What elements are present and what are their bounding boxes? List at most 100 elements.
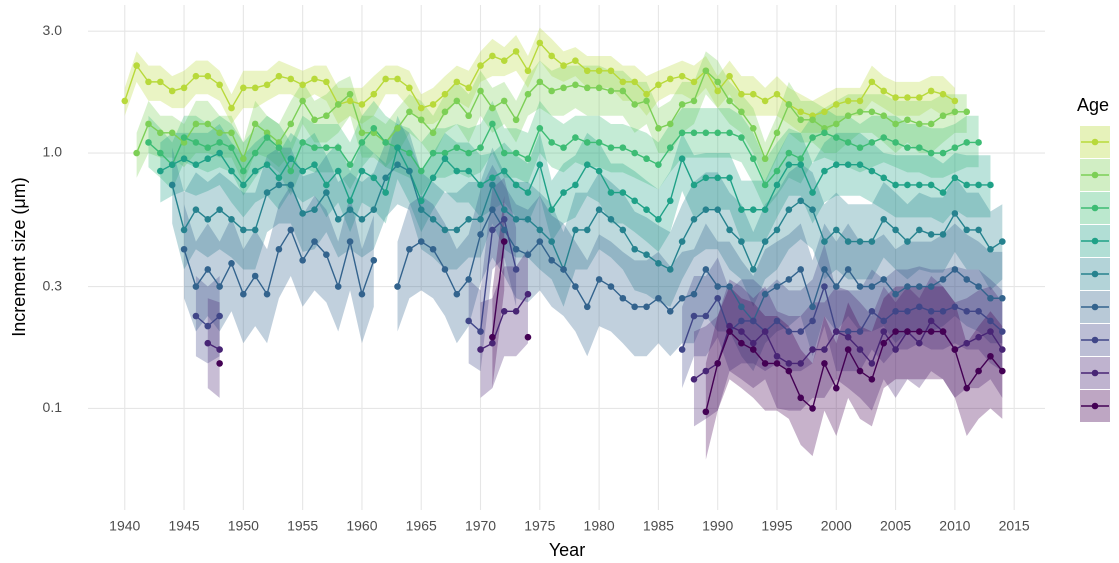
data-point — [975, 139, 982, 146]
data-point — [572, 283, 579, 290]
x-tick-label: 1995 — [761, 518, 792, 534]
data-point — [406, 149, 413, 157]
data-point — [619, 226, 627, 234]
data-point — [370, 257, 378, 264]
series-line — [681, 284, 1003, 350]
data-point — [441, 108, 449, 116]
data-point — [655, 216, 662, 223]
data-point — [441, 266, 449, 273]
data-point — [287, 226, 295, 234]
data-point — [631, 303, 638, 311]
data-point — [619, 78, 627, 86]
data-point — [773, 352, 781, 360]
data-point — [892, 181, 899, 189]
ribbon — [397, 164, 1003, 372]
data-point — [655, 260, 662, 267]
x-tick-label: 1980 — [584, 518, 615, 534]
data-point — [216, 346, 223, 353]
data-point — [607, 216, 615, 223]
data-point — [536, 78, 544, 86]
data-point — [263, 81, 271, 89]
data-point — [299, 210, 306, 217]
data-point — [489, 52, 496, 60]
data-point — [738, 317, 745, 325]
data-point — [856, 346, 864, 353]
data-point — [453, 78, 461, 86]
data-point — [880, 216, 888, 223]
data-point — [821, 283, 828, 290]
x-tick-label: 2010 — [939, 518, 970, 534]
data-point — [809, 134, 816, 141]
data-point — [168, 129, 176, 137]
ribbon — [705, 286, 1003, 460]
data-point — [856, 367, 864, 375]
data-point — [500, 226, 508, 234]
data-point — [951, 108, 959, 116]
data-point — [643, 206, 650, 213]
data-point — [892, 139, 899, 146]
data-point — [489, 120, 496, 128]
legend-key-point — [1091, 270, 1099, 278]
data-point — [204, 339, 212, 347]
data-point — [773, 181, 781, 189]
data-point — [323, 112, 330, 120]
data-point — [275, 144, 283, 151]
data-point — [583, 226, 591, 234]
data-point — [856, 238, 864, 245]
data-point — [512, 149, 520, 157]
data-point — [856, 161, 864, 169]
ribbon — [124, 27, 955, 133]
data-point — [868, 375, 876, 383]
data-point — [726, 174, 733, 182]
data-point — [892, 94, 899, 101]
data-point — [145, 78, 152, 86]
data-point — [263, 134, 271, 141]
data-point — [631, 101, 638, 108]
data-point — [121, 97, 129, 105]
data-point — [939, 90, 947, 98]
points — [121, 39, 1006, 416]
data-point — [927, 308, 935, 315]
data-point — [714, 78, 721, 86]
data-point — [773, 283, 781, 290]
data-point — [358, 129, 366, 137]
data-point — [619, 189, 627, 196]
data-point — [726, 129, 733, 137]
data-point — [714, 283, 721, 290]
data-point — [987, 317, 994, 325]
data-point — [417, 104, 425, 112]
data-point — [666, 120, 674, 128]
data-point — [927, 181, 935, 189]
data-point — [429, 216, 437, 223]
data-point — [939, 308, 947, 315]
data-point — [963, 226, 971, 234]
data-point — [963, 181, 971, 189]
data-point — [999, 238, 1006, 245]
data-point — [192, 120, 200, 128]
data-point — [417, 206, 425, 213]
data-point — [370, 90, 378, 98]
data-point — [749, 266, 757, 273]
x-tick-label: 1940 — [109, 518, 140, 534]
data-point — [157, 167, 164, 175]
data-point — [548, 257, 555, 264]
x-tick-label: 1990 — [702, 518, 733, 534]
data-point — [323, 144, 330, 151]
data-point — [844, 97, 852, 105]
data-point — [975, 308, 982, 315]
data-point — [963, 384, 971, 392]
data-point — [915, 303, 923, 311]
data-point — [749, 90, 757, 98]
data-point — [892, 308, 899, 315]
data-point — [797, 266, 805, 273]
data-point — [489, 174, 496, 182]
data-point — [477, 231, 484, 238]
data-point — [240, 226, 247, 234]
data-point — [844, 333, 852, 341]
data-point — [915, 144, 923, 151]
data-point — [832, 283, 840, 290]
data-point — [927, 120, 935, 128]
data-point — [251, 167, 259, 175]
data-point — [512, 266, 520, 273]
data-point — [465, 149, 472, 157]
